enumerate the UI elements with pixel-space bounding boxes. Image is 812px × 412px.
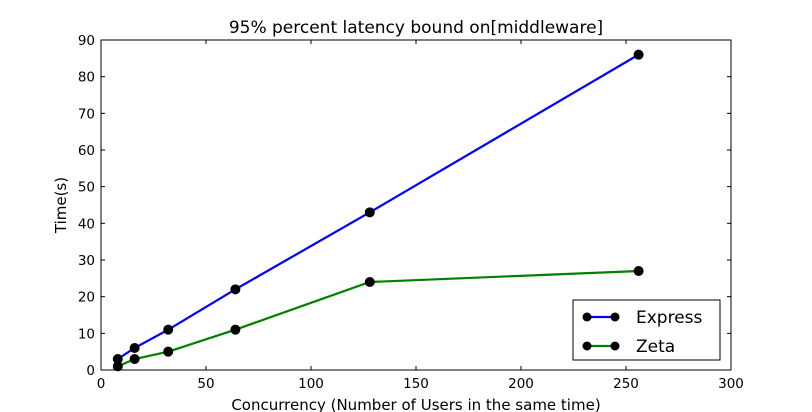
legend-label-zeta: Zeta <box>636 337 675 357</box>
data-point-zeta <box>633 266 644 276</box>
x-tick-label: 200 <box>508 376 534 392</box>
data-point-zeta <box>129 354 140 364</box>
series-express <box>112 49 644 364</box>
data-point-express <box>364 207 375 218</box>
x-tick-label: 0 <box>97 376 106 392</box>
data-point-zeta <box>112 361 123 372</box>
legend-box <box>572 299 721 361</box>
y-tick-label: 0 <box>86 363 95 379</box>
legend-marker <box>582 312 592 322</box>
x-axis-title: Concurrency (Number of Users in the same… <box>231 396 600 412</box>
y-axis-title: Time(s) <box>52 177 70 234</box>
data-point-zeta <box>230 324 241 335</box>
legend-marker <box>610 341 620 351</box>
y-tick-label: 70 <box>78 106 95 122</box>
x-tick-label: 150 <box>403 376 429 392</box>
y-tick-label: 60 <box>78 143 95 159</box>
y-tick-label: 30 <box>78 253 95 269</box>
y-tick-label: 20 <box>78 290 95 306</box>
x-tick-label: 100 <box>298 376 324 392</box>
legend-marker <box>582 341 592 351</box>
legend-label-express: Express <box>636 308 703 328</box>
data-point-express <box>230 284 241 295</box>
legend-marker <box>610 312 620 322</box>
x-tick-label: 50 <box>197 376 214 392</box>
x-tick-label: 300 <box>718 376 744 392</box>
series-layer <box>112 49 644 372</box>
data-point-express <box>633 49 644 60</box>
data-point-zeta <box>364 277 375 287</box>
data-point-express <box>129 343 140 353</box>
series-line-zeta <box>117 269 639 368</box>
y-tick-label: 90 <box>78 33 95 49</box>
x-tick-label: 250 <box>613 376 639 392</box>
axis-ticks: 0 50 100 150 200 250 300 0 10 20 30 40 50 60 70 80 90 <box>78 33 744 392</box>
chart-title: 95% percent latency bound on[middleware] <box>229 18 603 38</box>
y-tick-label: 10 <box>78 326 95 342</box>
data-point-zeta <box>163 346 174 357</box>
series-zeta <box>112 266 644 372</box>
series-line-express <box>117 53 640 360</box>
y-tick-label: 80 <box>78 70 95 86</box>
y-tick-label: 50 <box>78 180 95 196</box>
y-tick-label: 40 <box>78 216 95 232</box>
data-point-express <box>163 324 174 335</box>
legend: Express Zeta <box>572 299 721 361</box>
